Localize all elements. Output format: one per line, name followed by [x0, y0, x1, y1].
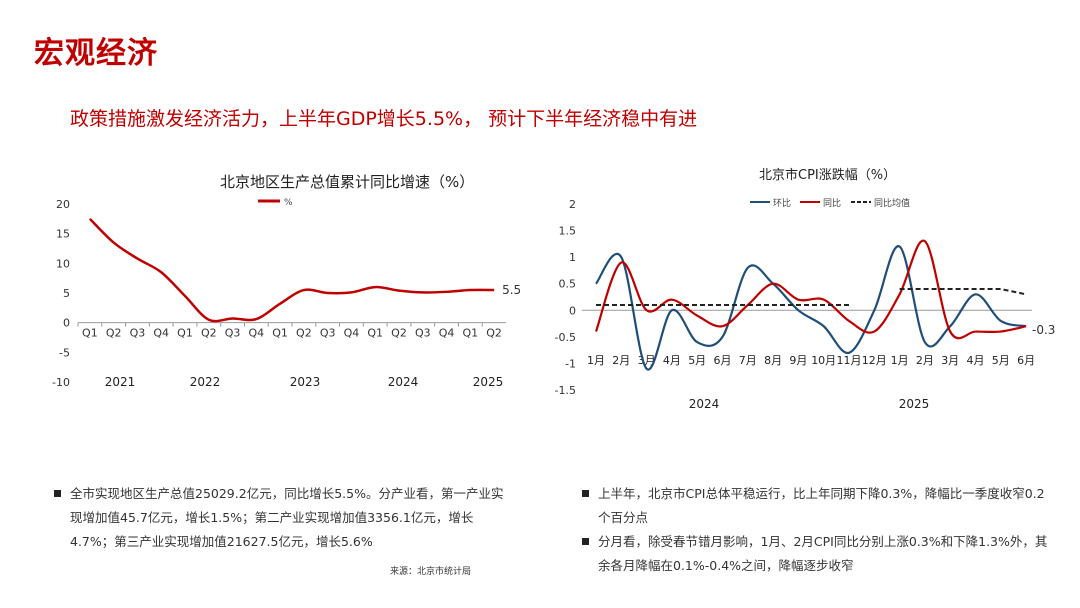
- cpi-y-tick-label: 0.5: [559, 278, 577, 291]
- gdp-x-tick-label: Q2: [391, 327, 407, 340]
- page-title: 宏观经济: [34, 36, 158, 71]
- cpi-year-label: 2025: [899, 397, 930, 411]
- gdp-x-tick-label: Q3: [415, 327, 431, 340]
- cpi-x-tick-label: 9月: [789, 354, 807, 367]
- cpi-y-tick-label: 2: [569, 198, 576, 211]
- cpi-x-tick-label: 3月: [941, 354, 959, 367]
- cpi-legend-label: 同比均值: [874, 197, 910, 209]
- gdp-x-tick-label: Q1: [462, 327, 478, 340]
- cpi-bullets: 上半年，北京市CPI总体平稳运行，比上年同期下降0.3%，降幅比一季度收窄0.2…: [582, 482, 1052, 578]
- cpi-legend-label: 同比: [823, 197, 841, 209]
- cpi-bullet-text-2: 分月看，除受春节错月影响，1月、2月CPI同比分别上涨0.3%和下降1.3%外，…: [598, 534, 1048, 573]
- cpi-x-tick-label: 8月: [764, 354, 782, 367]
- cpi-y-tick-label: 1.5: [559, 225, 577, 238]
- cpi-y-tick-label: -1: [565, 357, 576, 370]
- gdp-y-tick-label: 0: [63, 317, 70, 330]
- gdp-x-tick-label: Q2: [486, 327, 502, 340]
- cpi-x-tick-label: 2月: [916, 354, 934, 367]
- cpi-y-tick-label: -0.5: [555, 331, 576, 344]
- source-note: 来源：北京市统计局: [390, 567, 472, 577]
- gdp-y-tick-label: 5: [63, 287, 70, 300]
- gdp-year-label: 2025: [473, 375, 504, 389]
- cpi-mom-series-line: [595, 245, 1027, 371]
- gdp-end-data-label: 5.5: [502, 283, 521, 297]
- cpi-y-tick-label: 0: [569, 304, 576, 317]
- gdp-x-tick-label: Q3: [130, 327, 146, 340]
- bullet-square-icon: [582, 490, 589, 497]
- bullet-square-icon: [54, 490, 61, 497]
- cpi-x-tick-label: 11月: [837, 354, 862, 367]
- gdp-x-tick-label: Q3: [225, 327, 241, 340]
- gdp-x-tick-label: Q1: [82, 327, 98, 340]
- gdp-x-tick-label: Q4: [344, 327, 360, 340]
- gdp-y-tick-label: -5: [59, 346, 70, 359]
- gdp-x-tick-label: Q2: [106, 327, 122, 340]
- gdp-bullet-text: 全市实现地区生产总值25029.2亿元，同比增长5.5%。分产业看，第一产业实现…: [70, 486, 504, 549]
- cpi-y-tick-label: -1.5: [555, 384, 576, 397]
- gdp-y-tick-label: -10: [52, 376, 70, 389]
- cpi-bullet-item: 分月看，除受春节错月影响，1月、2月CPI同比分别上涨0.3%和下降1.3%外，…: [582, 530, 1052, 578]
- gdp-year-label: 2021: [105, 375, 136, 389]
- cpi-x-tick-label: 7月: [739, 354, 757, 367]
- gdp-y-tick-label: 15: [56, 228, 70, 241]
- cpi-bullet-text-1: 上半年，北京市CPI总体平稳运行，比上年同期下降0.3%，降幅比一季度收窄0.2…: [598, 486, 1045, 525]
- gdp-year-label: 2024: [388, 375, 419, 389]
- cpi-x-tick-label: 1月: [891, 354, 909, 367]
- gdp-x-tick-label: Q1: [177, 327, 193, 340]
- gdp-x-tick-label: Q2: [201, 327, 217, 340]
- cpi-x-tick-label: 2月: [612, 354, 630, 367]
- cpi-x-tick-label: 12月: [862, 354, 887, 367]
- gdp-bullets: 全市实现地区生产总值25029.2亿元，同比增长5.5%。分产业看，第一产业实现…: [54, 482, 514, 554]
- cpi-y-tick-label: 1: [569, 251, 576, 264]
- bullet-square-icon: [582, 538, 589, 545]
- gdp-series-line: [89, 217, 495, 323]
- gdp-x-tick-label: Q4: [439, 327, 455, 340]
- gdp-x-tick-label: Q2: [296, 327, 312, 340]
- gdp-y-tick-label: 20: [56, 198, 70, 211]
- cpi-x-tick-label: 6月: [1017, 354, 1035, 367]
- gdp-x-tick-label: Q3: [320, 327, 336, 340]
- gdp-x-tick-label: Q1: [367, 327, 383, 340]
- cpi-year-label: 2024: [689, 397, 720, 411]
- gdp-y-tick-label: 10: [56, 257, 70, 270]
- cpi-legend-label: 环比: [773, 197, 791, 209]
- cpi-x-tick-label: 6月: [714, 354, 732, 367]
- cpi-yoy-series-line: [594, 239, 1027, 340]
- headline: 政策措施激发经济活力，上半年GDP增长5.5%， 预计下半年经济稳中有进: [70, 108, 698, 130]
- gdp-legend-label: %: [284, 198, 293, 208]
- cpi-bullet-item: 上半年，北京市CPI总体平稳运行，比上年同期下降0.3%，降幅比一季度收窄0.2…: [582, 482, 1052, 530]
- gdp-bullet-item: 全市实现地区生产总值25029.2亿元，同比增长5.5%。分产业看，第一产业实现…: [54, 482, 514, 554]
- cpi-x-tick-label: 10月: [811, 354, 836, 367]
- cpi-x-tick-label: 1月: [587, 354, 605, 367]
- gdp-x-tick-label: Q4: [248, 327, 264, 340]
- gdp-chart-title: 北京地区生产总值累计同比增速（%）: [220, 173, 475, 191]
- gdp-x-tick-label: Q1: [272, 327, 288, 340]
- cpi-x-tick-label: 5月: [688, 354, 706, 367]
- cpi-x-tick-label: 5月: [992, 354, 1010, 367]
- gdp-year-label: 2022: [190, 375, 221, 389]
- gdp-year-label: 2023: [290, 375, 321, 389]
- gdp-x-tick-label: Q4: [153, 327, 169, 340]
- cpi-x-tick-label: 4月: [967, 354, 985, 367]
- cpi-x-tick-label: 4月: [663, 354, 681, 367]
- cpi-end-data-label: -0.3: [1032, 323, 1055, 337]
- cpi-yoy-avg-series-line: [899, 288, 1027, 296]
- cpi-chart-title: 北京市CPI涨跌幅（%）: [759, 168, 897, 183]
